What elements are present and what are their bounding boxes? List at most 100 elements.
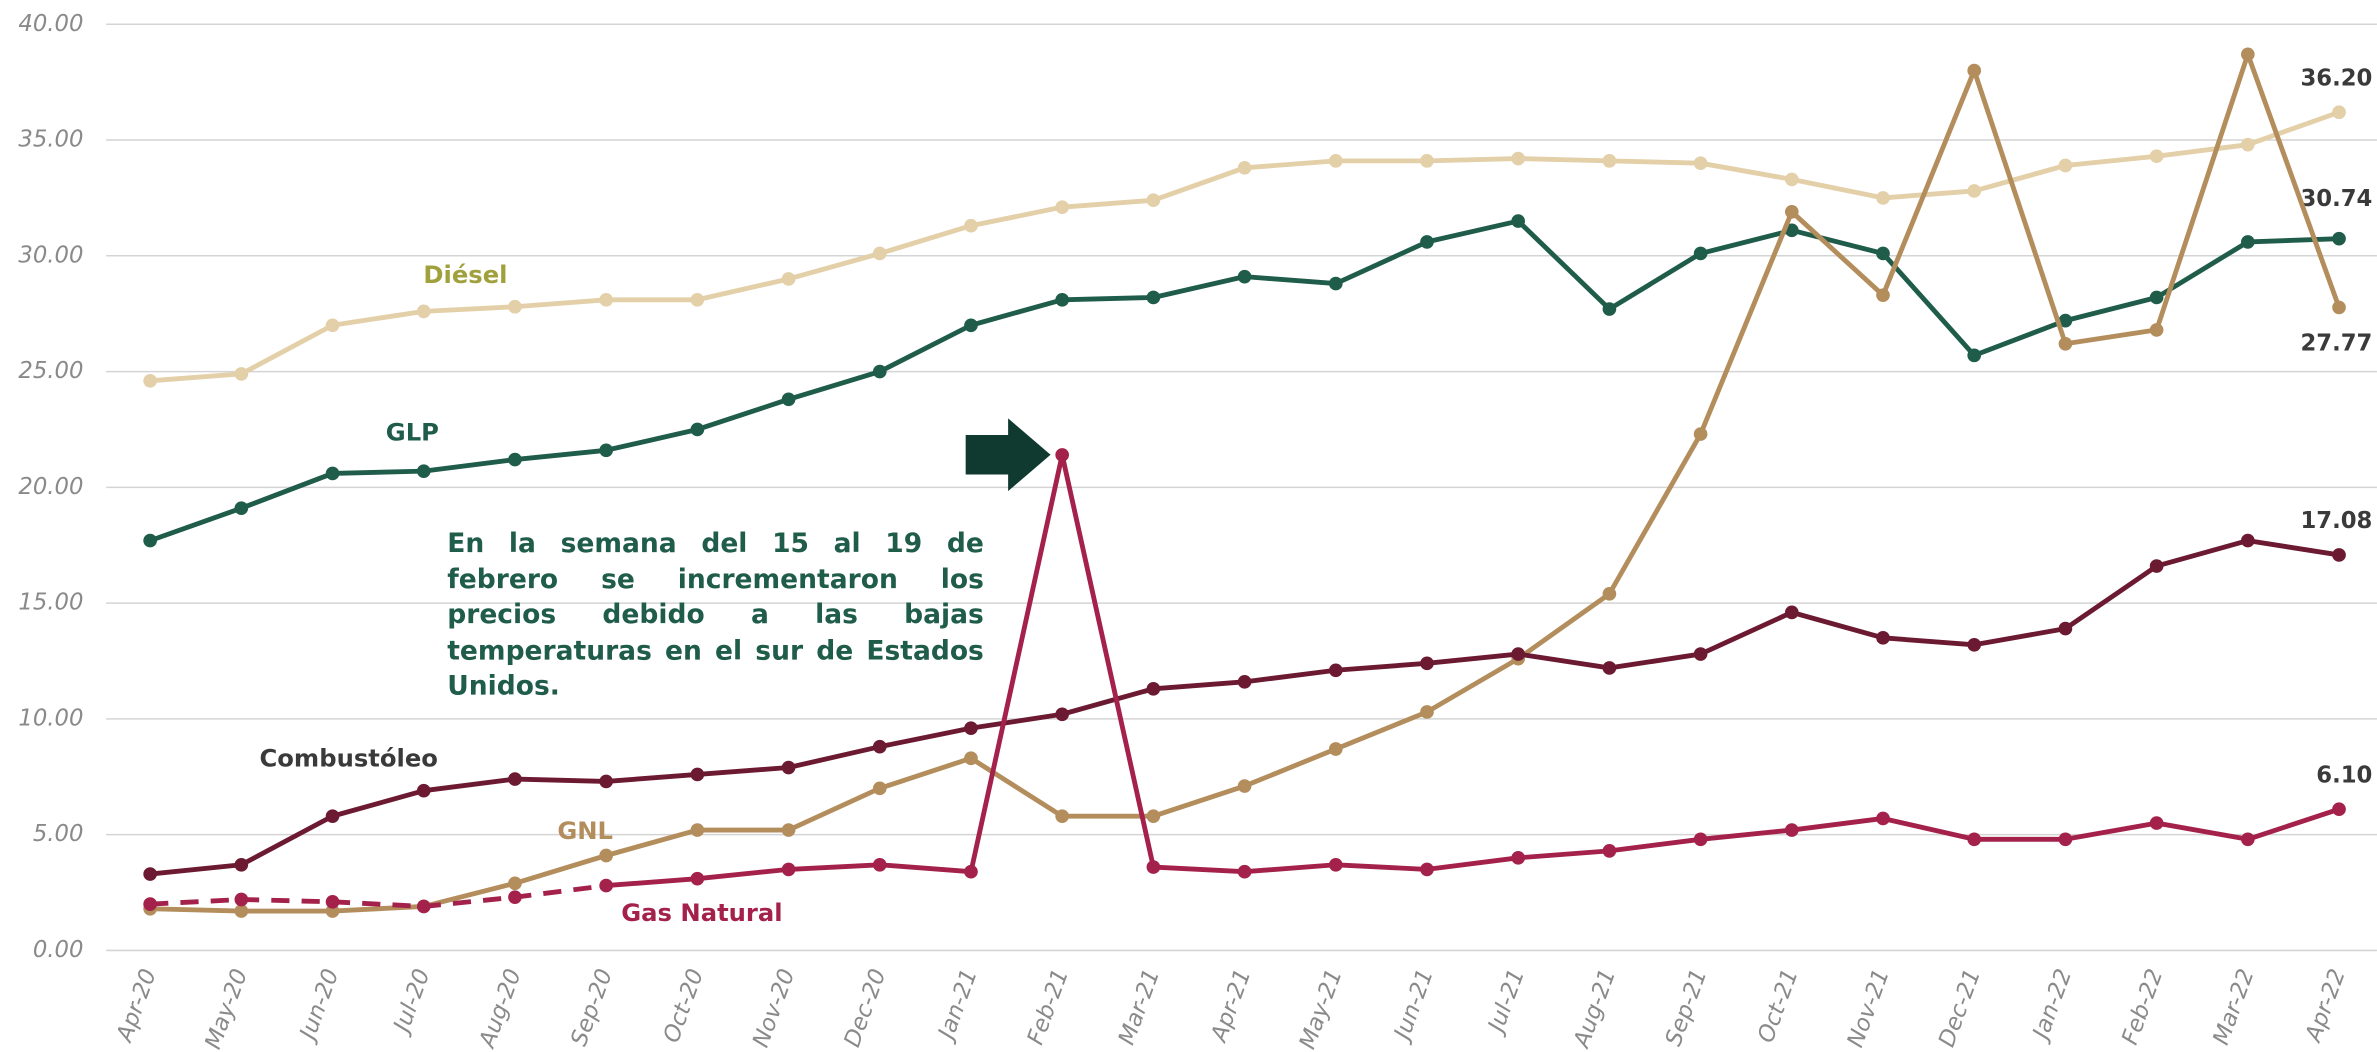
value-label: 6.10 [2316, 762, 2372, 788]
data-point [2332, 548, 2346, 562]
data-point [2149, 290, 2164, 305]
data-point [1420, 235, 1434, 249]
y-tick-label: 25.00 [18, 358, 83, 384]
y-tick-label: 5.00 [33, 821, 84, 847]
data-point [781, 862, 796, 877]
x-tick-label: Jul-20 [388, 966, 436, 1039]
data-point [599, 878, 613, 893]
data-point [325, 809, 340, 823]
x-tick-label: May-21 [1295, 966, 1348, 1052]
data-point [1967, 348, 1982, 363]
data-point [1693, 156, 1708, 171]
data-point [234, 367, 249, 381]
data-point [1420, 705, 1434, 719]
data-point [416, 899, 431, 914]
x-tick-label: Nov-21 [1842, 966, 1894, 1051]
data-point [2058, 158, 2073, 173]
x-tick-label: Apr-21 [1206, 966, 1257, 1047]
data-point [143, 897, 157, 911]
data-point [2241, 533, 2255, 548]
data-point [1693, 427, 1708, 441]
x-tick-label: Jun-21 [1388, 966, 1439, 1047]
data-point [1146, 193, 1161, 208]
data-point [1511, 214, 1526, 228]
data-point [872, 364, 887, 379]
data-point [1602, 587, 1617, 601]
legend-label: GLP [386, 418, 439, 447]
data-point [1146, 860, 1161, 874]
data-point [1784, 172, 1799, 187]
series-line [150, 883, 607, 909]
data-point [2058, 336, 2073, 351]
data-point [964, 721, 978, 735]
data-point [508, 452, 522, 467]
legend-label: Gas Natural [621, 898, 782, 927]
data-point [872, 739, 887, 754]
data-point [1602, 302, 1617, 316]
x-tick-label: Sep-20 [566, 966, 618, 1050]
x-tick-label: Mar-21 [1114, 966, 1165, 1049]
data-point [599, 443, 613, 458]
data-point [1237, 675, 1252, 689]
data-point [1237, 269, 1252, 284]
data-point [599, 848, 613, 863]
x-tick-label: May-20 [200, 966, 253, 1052]
data-point [2241, 235, 2255, 249]
data-point [1602, 661, 1617, 675]
data-point [690, 871, 705, 886]
data-point [1784, 204, 1799, 219]
data-point [508, 876, 522, 891]
data-point [2149, 559, 2164, 573]
data-point [1237, 864, 1252, 879]
x-tick-label: Sep-21 [1661, 966, 1713, 1050]
x-tick-label: Apr-20 [111, 966, 162, 1047]
data-point [964, 318, 978, 333]
data-point [872, 246, 887, 261]
data-point [1328, 154, 1343, 168]
legend-label: Combustóleo [259, 743, 437, 772]
y-tick-label: 0.00 [33, 937, 84, 963]
data-point [234, 857, 249, 872]
data-point [325, 318, 340, 333]
data-point [781, 392, 796, 407]
data-point [416, 304, 431, 319]
data-point [2332, 231, 2346, 246]
data-point [1511, 647, 1526, 661]
data-point [143, 374, 157, 388]
x-tick-label: Feb-21 [1023, 966, 1074, 1049]
data-point [1602, 154, 1617, 168]
data-point [1876, 288, 1890, 302]
data-point [964, 864, 978, 879]
data-point [690, 422, 705, 437]
data-point [1420, 862, 1434, 877]
data-point [416, 464, 431, 478]
data-point [2149, 323, 2164, 337]
data-point [143, 533, 157, 548]
data-point [1693, 647, 1708, 661]
data-point [2058, 313, 2073, 328]
data-point [781, 760, 796, 775]
data-point [872, 781, 887, 796]
data-point [599, 292, 613, 307]
data-point [1784, 605, 1799, 620]
x-tick-label: Nov-20 [748, 966, 800, 1051]
data-point [1602, 844, 1617, 858]
data-point [2149, 149, 2164, 164]
x-tick-label: Aug-21 [1568, 966, 1621, 1052]
data-point [1511, 850, 1526, 865]
data-point [1876, 811, 1890, 826]
data-point [143, 867, 157, 881]
data-point [2241, 832, 2255, 847]
data-point [690, 767, 705, 782]
y-tick-label: 10.00 [18, 705, 83, 731]
data-point [1967, 184, 1982, 198]
x-tick-label: Jan-21 [932, 966, 982, 1046]
data-point [234, 501, 249, 516]
data-point [781, 823, 796, 837]
data-point [2149, 816, 2164, 830]
value-label: 36.20 [2301, 65, 2373, 91]
data-point [1328, 276, 1343, 291]
data-point [1328, 857, 1343, 872]
data-point [2058, 832, 2073, 847]
